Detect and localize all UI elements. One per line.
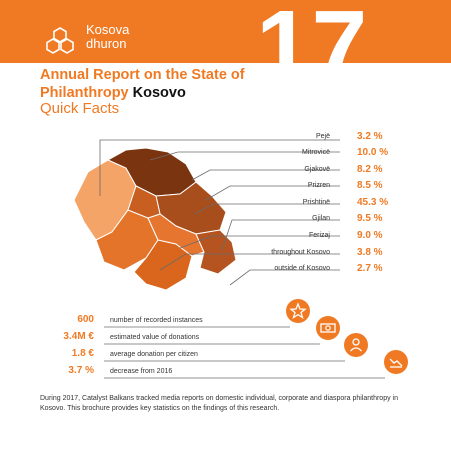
leader-line-ferizaj	[179, 235, 340, 249]
leader-line-prishtine	[193, 203, 340, 215]
stat-value-donations: 3.4M €	[63, 331, 94, 342]
leader-line-outside	[229, 269, 340, 286]
stat-label-decrease: decrease from 2016	[110, 368, 173, 375]
stat-label-average: average donation per citizen	[110, 351, 198, 358]
region-label-outside: outside of Kosovo	[274, 265, 330, 272]
brand-line-1: Kosova	[86, 22, 130, 37]
region-label-prishtine: Prishtinë	[302, 199, 330, 206]
map-region-gjilan	[195, 229, 237, 275]
region-value-peje: 3.2 %	[357, 131, 383, 142]
leader-line-prizren	[205, 185, 340, 201]
leader-lines	[99, 139, 340, 286]
region-label-ferizaj: Ferizaj	[308, 232, 330, 239]
page-title: Annual Report on the State of Philanthro…	[40, 66, 245, 102]
region-label-mitrovice: Mitrovicë	[301, 149, 330, 156]
logo-icon	[46, 27, 74, 54]
title-line-1: Annual Report on the State of	[40, 67, 245, 83]
title-line-2: Philanthropy Kosovo	[40, 84, 245, 102]
leader-line-gjilan	[221, 219, 340, 251]
brand-line-2: dhuron	[86, 36, 127, 51]
leader-line-gjakove	[191, 169, 340, 181]
region-value-prishtine: 45.3 %	[357, 197, 389, 208]
region-label-peje: Pejë	[315, 133, 330, 140]
edition-number-text: 17	[256, 2, 367, 63]
leader-line-peje	[99, 139, 340, 196]
region-label-throughout: throughout Kosovo	[271, 249, 330, 256]
region-value-outside: 2.7 %	[357, 263, 383, 274]
stat-label-instances: number of recorded instances	[110, 317, 203, 324]
title-philanthropy: Philanthropy	[40, 85, 133, 101]
money-icon	[316, 316, 340, 340]
region-value-throughout: 3.8 %	[357, 247, 383, 258]
decrease-chart-icon	[384, 350, 408, 374]
region-value-ferizaj: 9.0 %	[357, 230, 383, 241]
region-value-prizren: 8.5 %	[357, 180, 383, 191]
stat-lines	[104, 326, 385, 379]
stat-value-average: 1.8 €	[71, 348, 94, 359]
footer-description: During 2017, Catalyst Balkans tracked me…	[40, 395, 398, 412]
brand-name: Kosova dhuron	[86, 23, 129, 51]
region-value-mitrovice: 10.0 %	[357, 147, 389, 158]
region-value-gjakove: 8.2 %	[357, 164, 383, 175]
title-country: Kosovo	[132, 85, 186, 101]
stat-value-instances: 600	[77, 314, 94, 325]
leader-line-throughout	[159, 253, 340, 271]
region-value-gjilan: 9.5 %	[357, 213, 383, 224]
region-label-gjakove: Gjakovë	[304, 166, 330, 173]
region-label-gjilan: Gjilan	[312, 215, 330, 222]
region-label-prizren: Prizren	[307, 182, 330, 189]
star-icon	[286, 299, 310, 323]
leader-line-mitrovice	[149, 151, 340, 161]
stat-value-decrease: 3.7 %	[68, 365, 94, 376]
edition-number: 17	[256, 2, 367, 63]
page-subtitle: Quick Facts	[40, 100, 120, 117]
person-icon	[344, 333, 368, 357]
header-banner: Kosova dhuron 17	[0, 0, 451, 63]
stat-label-donations: estimated value of donations	[110, 334, 200, 341]
map-region-center	[127, 185, 161, 219]
